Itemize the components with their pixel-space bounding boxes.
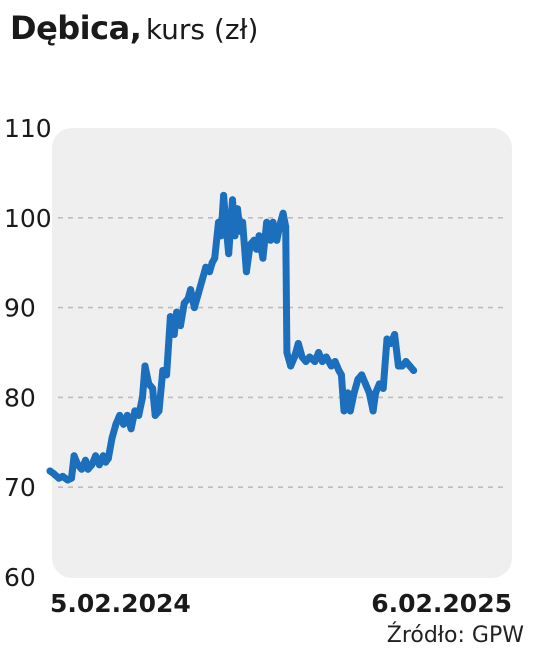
data-point-63	[263, 218, 271, 226]
x-tick-label-start: 5.02.2024	[50, 589, 191, 618]
data-point-66	[273, 236, 281, 244]
data-point-16	[104, 455, 112, 462]
data-point-6	[70, 452, 78, 460]
y-tick-label-60: 60	[4, 563, 36, 592]
data-point-9	[82, 456, 89, 464]
source-label: Źródło: GPW	[386, 623, 524, 648]
data-point-28	[149, 384, 157, 392]
data-point-78	[315, 349, 323, 356]
data-point-25	[139, 393, 146, 401]
data-point-13	[95, 461, 103, 469]
data-point-87	[346, 407, 354, 415]
data-point-11	[88, 461, 96, 469]
series-group	[46, 191, 418, 484]
data-point-64	[267, 236, 274, 244]
x-tick-label-end: 6.02.2025	[371, 589, 512, 618]
y-tick-label-110: 110	[4, 114, 52, 143]
data-point-55	[236, 227, 244, 235]
data-point-47	[215, 218, 222, 226]
data-point-32	[163, 371, 171, 379]
data-point-61	[255, 232, 263, 240]
data-point-72	[291, 353, 298, 361]
data-point-57	[242, 268, 250, 276]
data-point-86	[344, 389, 352, 397]
data-point-20	[120, 420, 127, 428]
data-point-5	[68, 474, 75, 482]
data-point-62	[259, 254, 267, 262]
data-point-26	[141, 362, 149, 370]
data-point-51	[225, 250, 233, 258]
data-point-76	[306, 353, 314, 361]
data-point-85	[340, 407, 348, 415]
data-point-88	[350, 389, 358, 397]
data-point-92	[365, 389, 373, 397]
data-point-73	[294, 340, 302, 347]
data-point-19	[116, 411, 124, 419]
data-point-69	[282, 223, 290, 231]
data-point-67	[277, 218, 285, 226]
data-point-41	[194, 290, 202, 298]
data-point-98	[387, 340, 395, 347]
data-point-46	[211, 254, 219, 262]
data-point-70	[283, 349, 291, 356]
data-point-12	[92, 452, 100, 460]
data-point-38	[184, 295, 192, 303]
data-point-56	[239, 218, 247, 226]
data-point-30	[155, 407, 163, 415]
data-point-53	[231, 232, 239, 240]
data-point-77	[311, 358, 319, 365]
x-axis-ticks: 5.02.2024 6.02.2025	[50, 589, 512, 618]
y-tick-label-100: 100	[4, 204, 52, 233]
data-point-50	[222, 223, 230, 231]
data-point-52	[229, 196, 236, 204]
data-point-3	[59, 472, 67, 480]
chart-subtitle: kurs (zł)	[145, 13, 259, 46]
data-point-82	[331, 358, 339, 365]
y-tick-label-80: 80	[4, 383, 36, 412]
data-point-54	[234, 205, 241, 213]
data-point-44	[206, 268, 214, 276]
chart-title: Dębica,	[10, 9, 142, 47]
data-point-1	[50, 470, 58, 478]
data-point-22	[127, 425, 135, 433]
data-point-84	[337, 371, 345, 379]
chart-title-row: Dębica, kurs (zł)	[10, 8, 258, 55]
data-point-99	[391, 331, 399, 338]
data-point-34	[170, 331, 178, 338]
plot-background	[52, 128, 512, 578]
data-point-65	[269, 218, 277, 226]
data-point-17	[108, 434, 116, 442]
y-tick-label-70: 70	[4, 473, 36, 502]
data-point-91	[362, 380, 369, 388]
data-point-96	[379, 384, 387, 392]
data-point-39	[187, 286, 195, 294]
data-point-36	[177, 322, 184, 330]
data-point-90	[358, 371, 366, 379]
data-point-94	[372, 389, 380, 397]
data-point-49	[220, 191, 228, 199]
data-point-48	[217, 232, 225, 240]
y-axis-ticks: 60 70 80 90 100 110	[4, 114, 52, 592]
data-point-42	[198, 277, 206, 285]
data-point-18	[112, 420, 120, 428]
data-point-21	[123, 411, 131, 419]
data-point-104	[410, 367, 418, 374]
data-point-71	[287, 362, 295, 370]
data-point-24	[135, 411, 143, 419]
data-point-35	[173, 308, 181, 316]
y-tick-label-90: 90	[4, 294, 36, 323]
data-point-8	[78, 465, 86, 473]
data-point-68	[279, 209, 287, 217]
data-point-93	[369, 407, 377, 415]
data-point-60	[253, 245, 260, 253]
data-point-40	[190, 304, 198, 312]
data-point-59	[250, 236, 258, 244]
data-point-33	[166, 313, 174, 321]
data-point-80	[322, 353, 330, 361]
